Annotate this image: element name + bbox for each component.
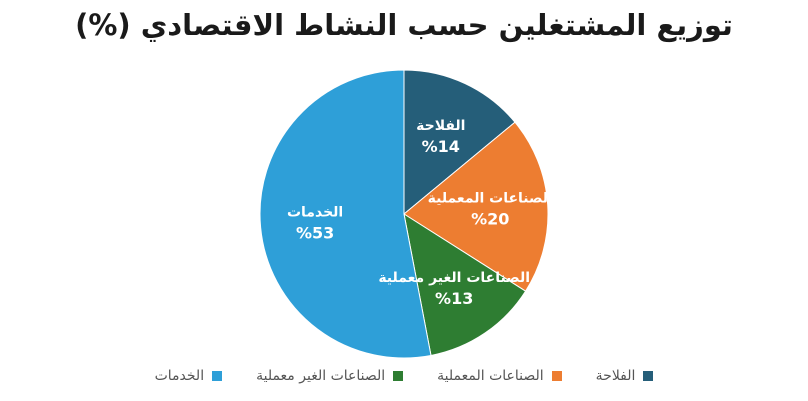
pie-slice-4 [259, 69, 432, 359]
legend-label: الصناعات الغير معملية [256, 368, 386, 384]
slice-value-label: %20 [471, 210, 509, 229]
legend-item: الخدمات [155, 368, 223, 384]
chart-title: توزيع المشتغلين حسب النشاط الاقتصادي (%) [75, 8, 733, 42]
slice-value-label: %13 [435, 289, 473, 308]
legend-label: الخدمات [154, 368, 205, 384]
legend-swatch [212, 371, 223, 381]
slice-value-label: %53 [296, 223, 334, 242]
slice-value-label: %14 [422, 137, 460, 156]
legend-label: الفلاحة [595, 368, 636, 384]
pie-slice-3 [403, 212, 527, 357]
legend-item: الفلاحة [596, 368, 654, 384]
legend-label: الصناعات المعملية [437, 368, 544, 384]
slice-category-label: الصناعات المعملية [428, 191, 553, 207]
pie-slice-1 [403, 69, 516, 216]
legend-swatch [551, 371, 562, 381]
slice-category-label: الفلاحة [416, 118, 465, 134]
legend-item: الصناعات المعملية [437, 368, 562, 384]
slice-category-label: الخدمات [287, 204, 343, 220]
legend-swatch [393, 371, 404, 381]
legend-swatch [643, 371, 654, 381]
pie-slice-2 [403, 121, 549, 292]
legend-item: الصناعات الغير معملية [256, 368, 404, 384]
chart-legend: الفلاحة الصناعات المعملية الصناعات الغير م… [0, 368, 808, 384]
slice-category-label: الصناعات الغير معملية [378, 270, 530, 286]
